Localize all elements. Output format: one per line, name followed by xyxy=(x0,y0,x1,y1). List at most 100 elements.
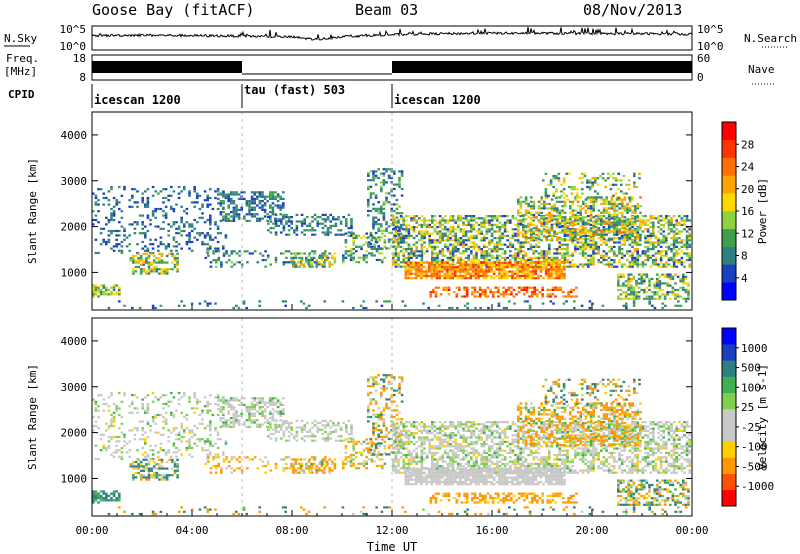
power-cell xyxy=(214,265,218,268)
power-cell xyxy=(597,229,601,232)
power-cell xyxy=(248,200,251,203)
power-cell xyxy=(306,224,309,227)
power-cell xyxy=(587,241,590,244)
power-cell xyxy=(420,239,424,242)
power-cell xyxy=(188,190,191,193)
power-cell xyxy=(258,300,261,303)
power-cell xyxy=(142,259,146,262)
power-cell xyxy=(676,288,680,292)
power-cell xyxy=(496,217,499,220)
power-cell xyxy=(625,183,628,186)
power-cell xyxy=(500,270,504,273)
power-cell xyxy=(235,193,238,196)
power-cell xyxy=(488,243,491,246)
power-cell xyxy=(622,275,625,278)
velocity-cell xyxy=(146,422,150,425)
power-cell xyxy=(99,284,103,287)
power-cell xyxy=(665,234,668,237)
power-cell xyxy=(670,259,673,262)
power-cell xyxy=(395,216,399,219)
velocity-cell xyxy=(232,408,236,411)
power-cell xyxy=(110,212,113,215)
power-cell xyxy=(545,235,549,239)
power-cell xyxy=(428,234,431,237)
power-cell xyxy=(144,236,147,239)
power-cell xyxy=(669,291,672,294)
velocity-cell xyxy=(201,438,204,441)
power-cell xyxy=(232,191,236,194)
power-cell xyxy=(659,223,663,226)
power-cell xyxy=(636,259,639,262)
velocity-cell xyxy=(105,494,108,497)
power-cell xyxy=(431,221,434,224)
velocity-cell xyxy=(261,399,264,402)
power-cell xyxy=(407,272,410,275)
power-cell xyxy=(589,209,593,212)
velocity-cell xyxy=(110,435,113,439)
power-cell xyxy=(581,265,585,268)
power-cell xyxy=(398,227,401,230)
power-cell xyxy=(219,219,223,222)
velocity-cell xyxy=(193,424,196,428)
power-cell xyxy=(271,206,275,209)
power-cell xyxy=(451,217,455,220)
velocity-cell xyxy=(112,455,116,458)
cpid-label: CPID xyxy=(8,88,35,101)
power-cell xyxy=(589,205,593,208)
power-cell xyxy=(531,266,535,269)
power-cell xyxy=(438,274,441,278)
velocity-cell xyxy=(269,399,272,402)
power-cell xyxy=(553,233,556,236)
power-cell xyxy=(155,270,159,273)
power-cell xyxy=(490,256,494,259)
power-cell xyxy=(574,221,577,224)
power-cell xyxy=(602,198,606,201)
velocity-cell xyxy=(232,412,236,415)
power-cell xyxy=(622,304,625,307)
power-cell xyxy=(688,232,691,235)
power-cell xyxy=(507,293,511,296)
power-cell xyxy=(562,181,566,184)
power-cell xyxy=(441,219,444,222)
power-cell xyxy=(562,179,566,182)
power-cell xyxy=(415,248,418,251)
power-cell xyxy=(576,216,580,219)
power-cell xyxy=(443,272,447,275)
velocity-cell xyxy=(224,421,228,424)
power-cell xyxy=(92,192,95,195)
power-cell xyxy=(496,237,499,240)
power-cell xyxy=(470,226,473,229)
power-cell xyxy=(558,245,561,248)
power-cell xyxy=(482,270,486,273)
power-cell xyxy=(550,266,553,269)
power-cell xyxy=(659,265,663,268)
power-cell xyxy=(385,196,388,199)
power-cell xyxy=(457,243,460,246)
power-cell xyxy=(548,229,551,232)
power-cell xyxy=(427,266,431,269)
power-cell xyxy=(584,252,587,255)
power-cell xyxy=(487,306,490,310)
power-cell xyxy=(170,185,173,189)
power-cell xyxy=(206,199,209,202)
power-cell xyxy=(188,194,191,197)
power-cell xyxy=(342,256,345,259)
power-cell xyxy=(219,232,222,235)
power-cell xyxy=(97,295,100,298)
power-cell xyxy=(568,223,572,226)
velocity-cell xyxy=(92,497,95,500)
velocity-cell xyxy=(214,442,217,445)
power-cell xyxy=(644,259,647,262)
power-cell xyxy=(563,277,566,280)
power-cell xyxy=(540,211,543,214)
power-cell xyxy=(94,293,98,296)
power-cell xyxy=(438,239,442,242)
power-cell xyxy=(519,205,523,208)
power-cell xyxy=(535,265,538,268)
power-cell xyxy=(548,227,551,230)
power-cell xyxy=(154,238,157,241)
power-cell xyxy=(534,277,538,280)
power-cell xyxy=(420,252,424,255)
power-cell xyxy=(550,217,554,220)
power-cell xyxy=(588,185,592,189)
